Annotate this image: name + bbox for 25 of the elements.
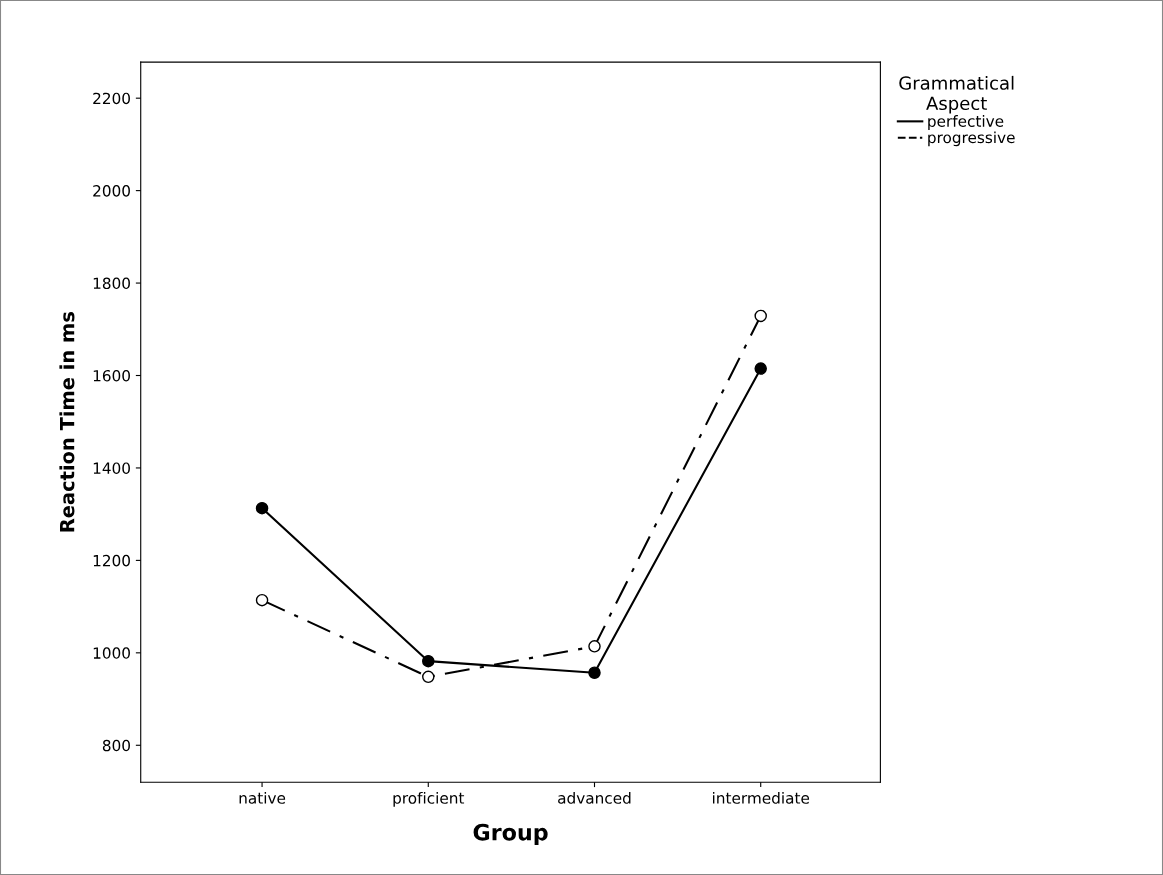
- legend-label: progressive: [928, 131, 1015, 147]
- x-tick-label: proficient: [393, 791, 465, 807]
- point: [422, 654, 435, 668]
- y-tick-label: 1600: [93, 369, 130, 382]
- point: [255, 501, 269, 515]
- x-axis-title: Group: [473, 823, 548, 845]
- y-tick-label: 800: [102, 739, 130, 752]
- y-axis-title: Reaction Time in ms: [59, 312, 75, 532]
- point: [422, 670, 435, 684]
- y-tick-label: 1800: [93, 277, 130, 290]
- y-tick-label: 2000: [93, 185, 130, 197]
- x-tick-label: intermediate: [713, 791, 810, 804]
- x-tick-label: advanced: [558, 791, 631, 804]
- point: [754, 362, 767, 375]
- legend-label: perfective: [928, 115, 1004, 130]
- y-tick-label: 2200: [93, 92, 130, 105]
- legend-title: Grammatical Aspect: [899, 75, 1014, 114]
- point: [255, 593, 269, 607]
- y-tick-label: 1200: [93, 554, 130, 567]
- point: [588, 640, 601, 653]
- point: [754, 309, 767, 323]
- x-tick-label: native: [239, 791, 286, 804]
- y-tick-label: 1000: [93, 647, 130, 659]
- y-tick-label: 1400: [93, 462, 130, 474]
- point: [588, 666, 601, 679]
